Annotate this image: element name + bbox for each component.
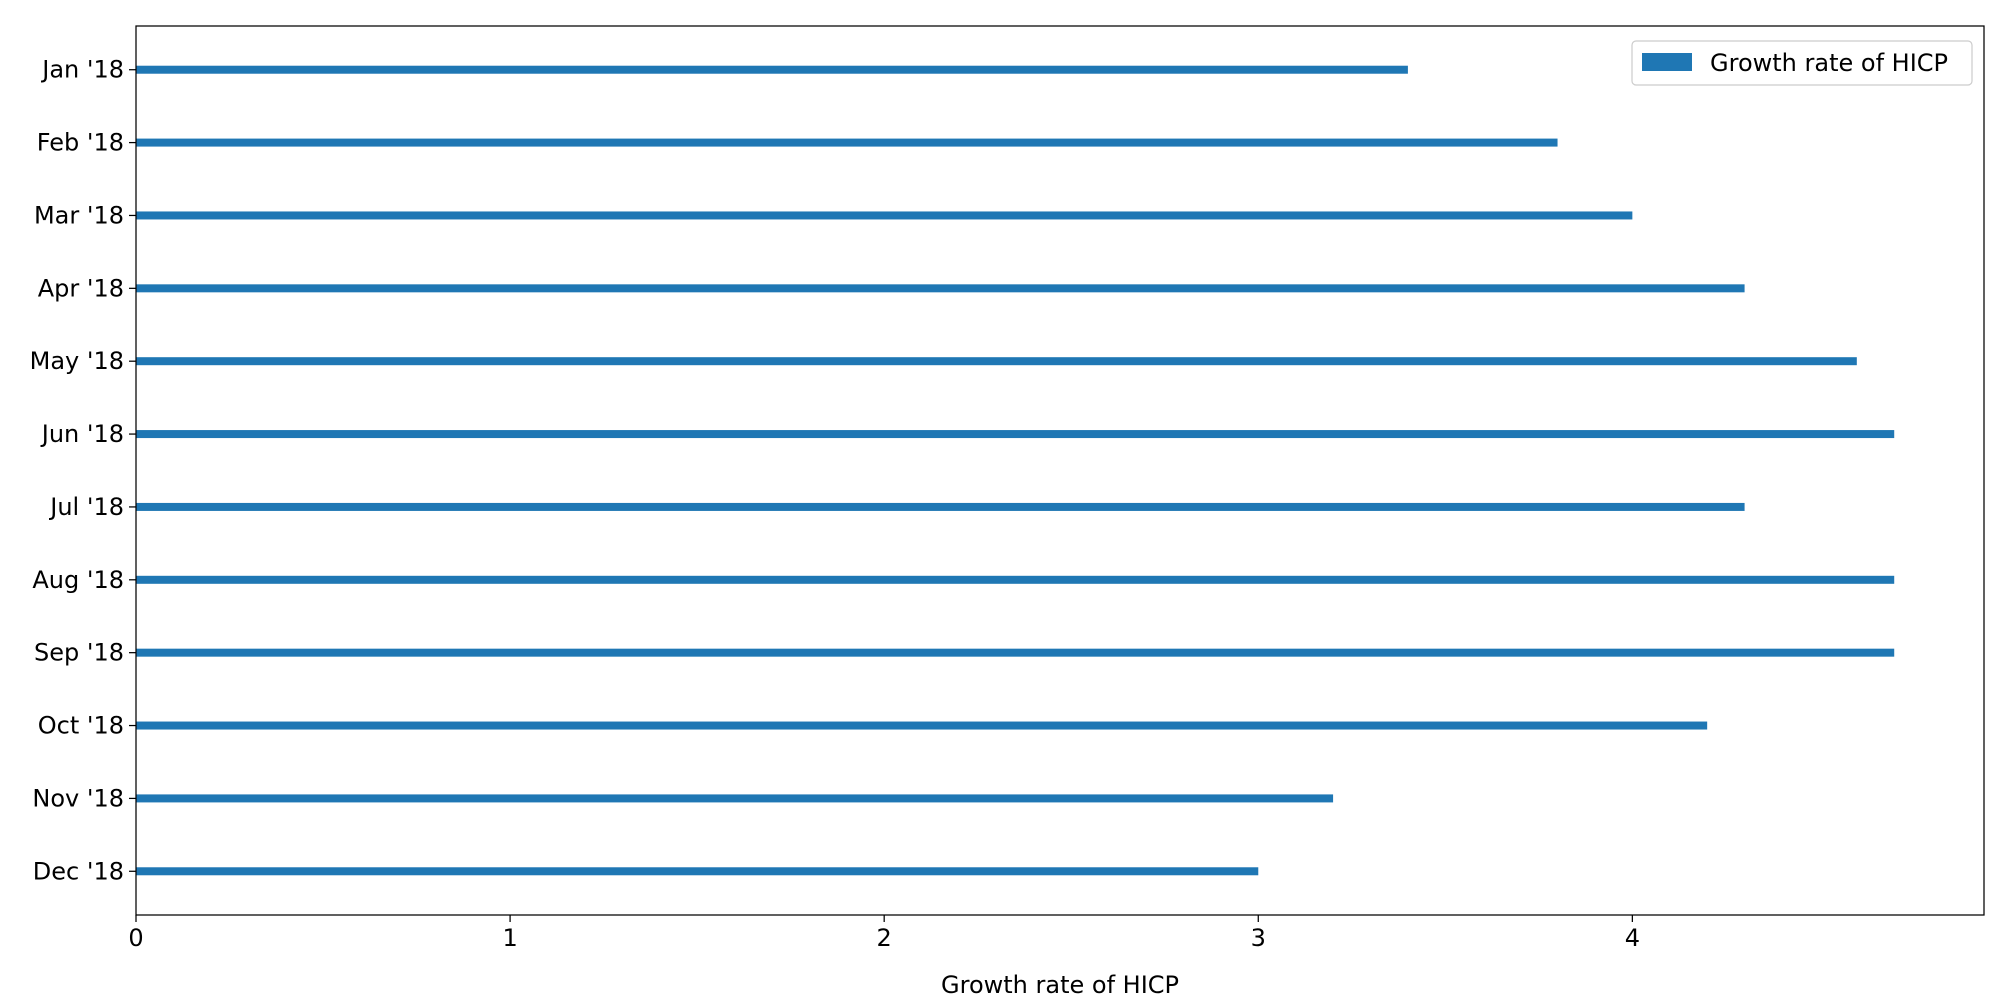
- bar: [136, 867, 1259, 876]
- bar: [136, 721, 1708, 730]
- y-tick-label: Dec '18: [33, 857, 124, 885]
- bar: [136, 430, 1895, 439]
- y-tick-label: Sep '18: [34, 639, 124, 667]
- y-tick-label: Jan '18: [40, 56, 124, 84]
- x-tick-label: 0: [128, 924, 143, 952]
- x-axis-ticks: 0 1 2 3 4: [128, 915, 1640, 952]
- y-tick-label: Jun '18: [40, 420, 124, 448]
- plot-frame: [135, 25, 1985, 916]
- y-tick-label: Jul '18: [48, 493, 124, 521]
- y-axis-ticks: Jan '18 Feb '18 Mar '18 Apr '18 May '18 Jun '…: [30, 56, 136, 885]
- x-tick-label: 3: [1251, 924, 1266, 952]
- y-tick-label: Aug '18: [32, 566, 124, 594]
- bar: [136, 575, 1895, 584]
- bar: [136, 357, 1857, 366]
- y-tick-label: Apr '18: [38, 274, 124, 302]
- y-tick-label: Feb '18: [37, 129, 124, 157]
- bars-layer: [136, 65, 1895, 876]
- legend-swatch: [1642, 53, 1692, 71]
- x-tick-label: 2: [877, 924, 892, 952]
- bar: [136, 502, 1745, 511]
- y-tick-label: Oct '18: [38, 712, 124, 740]
- legend-frame: [1631, 40, 1973, 86]
- bar: [136, 138, 1558, 147]
- y-tick-label: May '18: [30, 347, 124, 375]
- x-axis-title: Growth rate of HICP: [941, 971, 1179, 999]
- y-tick-label: Mar '18: [34, 201, 124, 229]
- x-tick-label: 1: [502, 924, 517, 952]
- bar: [136, 211, 1633, 220]
- bar: [136, 648, 1895, 657]
- legend-label: Growth rate of HICP: [1710, 49, 1948, 77]
- bar: [136, 284, 1745, 293]
- y-tick-label: Nov '18: [32, 784, 124, 812]
- bar: [136, 65, 1408, 74]
- bar: [136, 794, 1334, 803]
- x-tick-label: 4: [1625, 924, 1640, 952]
- legend: Growth rate of HICP: [1631, 40, 1973, 86]
